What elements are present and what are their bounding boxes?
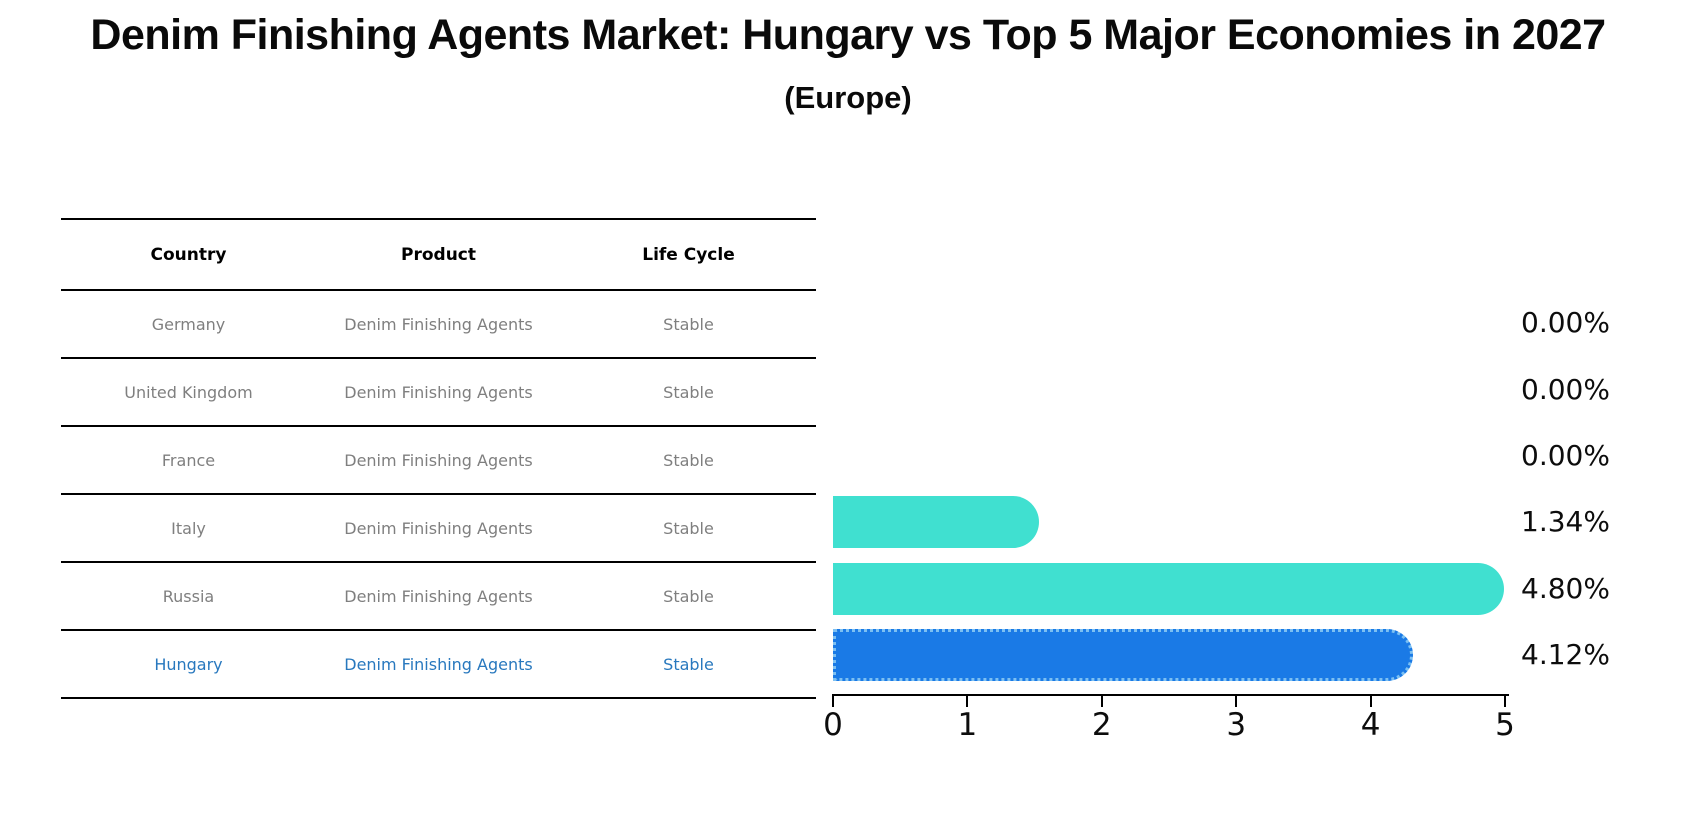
x-axis-tick-mark bbox=[1369, 694, 1372, 707]
table-row-hungary: Hungary Denim Finishing Agents Stable bbox=[61, 630, 816, 698]
cell-life-cycle: Stable bbox=[663, 314, 714, 334]
x-axis-tick-label: 5 bbox=[1495, 707, 1515, 743]
x-axis-tick-mark bbox=[1504, 694, 1506, 707]
bar-russia bbox=[833, 562, 1505, 615]
cell-product: Denim Finishing Agents bbox=[344, 314, 533, 334]
column-header-product: Product bbox=[401, 244, 476, 265]
value-label-germany: 0.00% bbox=[1521, 306, 1610, 340]
cell-country: France bbox=[161, 450, 216, 470]
x-axis-tick-mark bbox=[1235, 694, 1238, 707]
cell-life-cycle: Stable bbox=[663, 450, 714, 470]
cell-life-cycle: Stable bbox=[663, 518, 714, 538]
value-label-italy: 1.34% bbox=[1521, 505, 1610, 539]
value-label-russia: 4.80% bbox=[1521, 571, 1610, 605]
x-axis-line bbox=[833, 694, 1509, 696]
cell-country: United Kingdom bbox=[124, 382, 253, 402]
cell-product: Denim Finishing Agents bbox=[344, 586, 533, 606]
x-axis-tick-mark bbox=[832, 694, 834, 707]
cell-product: Denim Finishing Agents bbox=[344, 382, 533, 402]
table-row-france: France Denim Finishing Agents Stable bbox=[61, 426, 816, 494]
cell-country: Italy bbox=[171, 518, 206, 538]
table-row-italy: Italy Denim Finishing Agents Stable bbox=[61, 494, 816, 562]
x-axis-tick-mark bbox=[966, 694, 969, 707]
x-axis-tick-label: 2 bbox=[1091, 707, 1112, 743]
table-row-germany: Germany Denim Finishing Agents Stable bbox=[61, 290, 816, 358]
country-table: Country Product Life Cycle Germany Denim … bbox=[61, 218, 816, 699]
cell-life-cycle: Stable bbox=[663, 586, 714, 606]
value-label-france: 0.00% bbox=[1521, 439, 1610, 472]
column-header-life-cycle: Life Cycle bbox=[642, 244, 735, 265]
table-row-united-kingdom: United Kingdom Denim Finishing Agents Stab… bbox=[61, 358, 816, 426]
x-axis-tick-label: 3 bbox=[1226, 707, 1247, 743]
table-row-russia: Russia Denim Finishing Agents Stable bbox=[61, 562, 816, 630]
value-label-hungary: 4.12% bbox=[1521, 638, 1610, 672]
chart-subtitle: (Europe) bbox=[784, 80, 912, 115]
bar-italy bbox=[833, 496, 1040, 549]
cell-life-cycle: Stable bbox=[663, 382, 714, 402]
value-label-united-kingdom: 0.00% bbox=[1521, 372, 1610, 406]
column-header-country: Country bbox=[150, 244, 227, 265]
table-header-row: Country Product Life Cycle bbox=[61, 219, 816, 290]
cell-country: Russia bbox=[162, 586, 215, 606]
cell-product: Denim Finishing Agents bbox=[344, 654, 533, 674]
cell-country: Germany bbox=[151, 314, 226, 334]
cell-life-cycle: Stable bbox=[663, 654, 714, 674]
x-axis-tick-mark bbox=[1100, 694, 1103, 707]
cell-product: Denim Finishing Agents bbox=[344, 450, 533, 470]
cell-country: Hungary bbox=[154, 654, 223, 674]
cell-product: Denim Finishing Agents bbox=[344, 518, 533, 538]
bar-hungary bbox=[833, 629, 1413, 682]
x-axis-tick-label: 1 bbox=[957, 707, 978, 743]
x-axis-tick-label: 0 bbox=[823, 707, 843, 743]
chart-title: Denim Finishing Agents Market: Hungary v… bbox=[90, 11, 1606, 59]
x-axis-tick-label: 4 bbox=[1360, 707, 1381, 743]
